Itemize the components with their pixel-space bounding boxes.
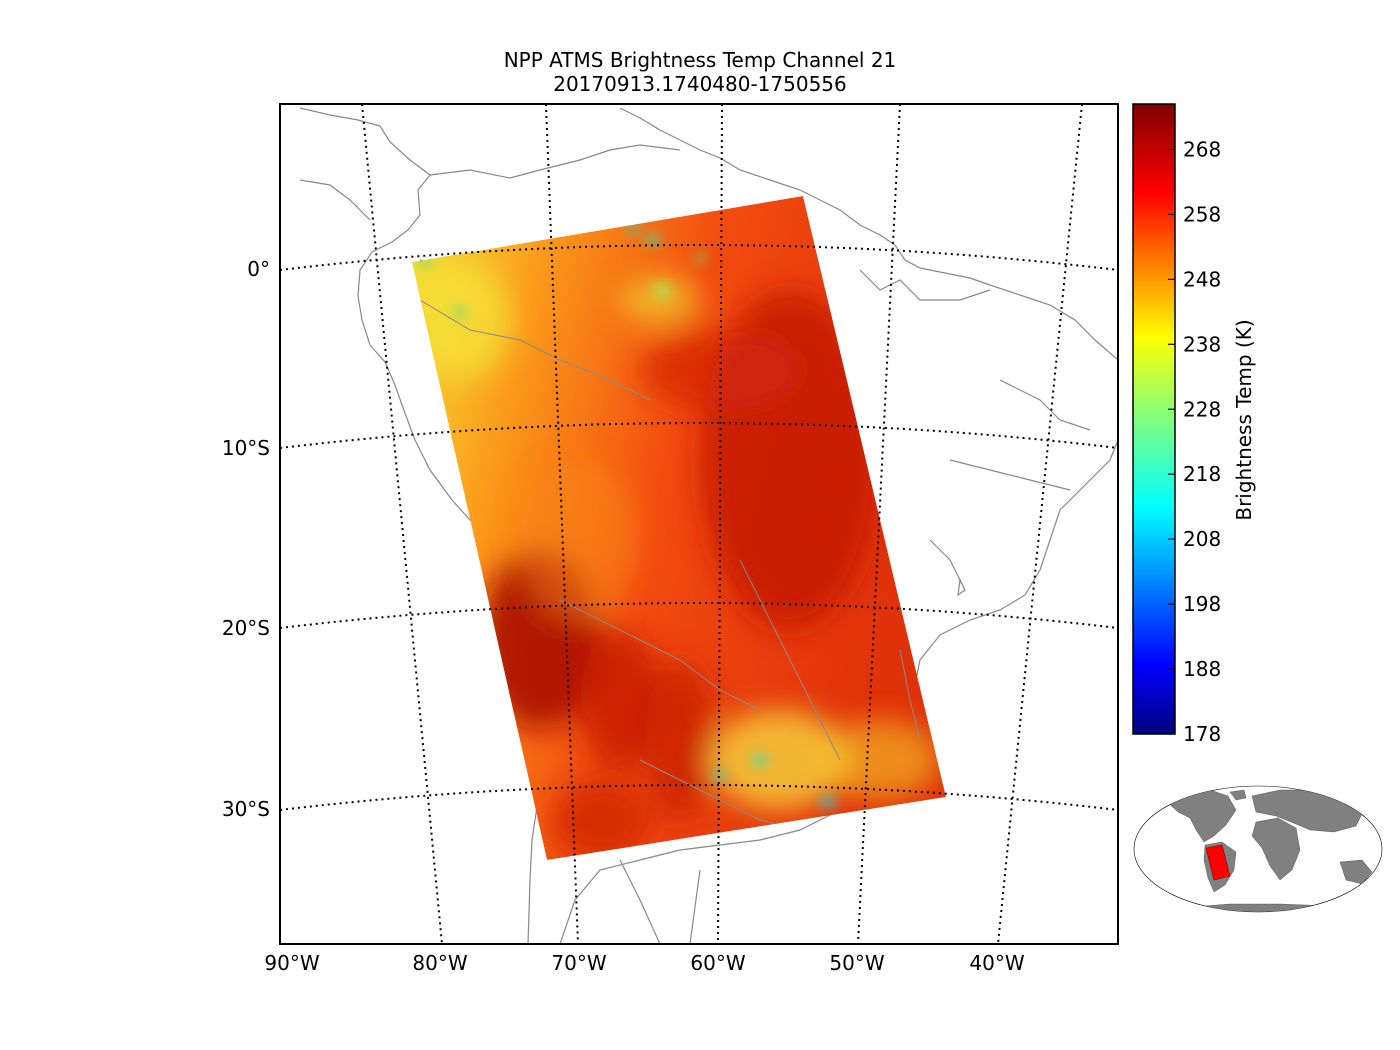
inset-swath-highlight [1205,844,1231,881]
lon-label-90w: 90°W [264,951,319,975]
colorbar-tick-label: 258 [1183,202,1221,226]
colorbar-tick-label: 208 [1183,527,1221,551]
lon-label-50w: 50°W [829,951,884,975]
plot-frame [279,103,1119,945]
brightness-swath [412,196,946,860]
lon-label-70w: 70°W [551,951,606,975]
figure-subtitle: 20170913.1740480-1750556 [553,72,847,96]
map-panel [280,104,1118,944]
lat-label-10s: 10°S [222,436,270,460]
figure-title: NPP ATMS Brightness Temp Channel 21 [503,48,897,72]
colorbar-tick-label: 238 [1183,332,1221,356]
colorbar: 268 258 248 238 228 218 208 198 188 178 Brightnes… [1132,103,1256,746]
colorbar-label: Brightness Temp (K) [1232,319,1256,520]
colorbar-tick-label: 228 [1183,397,1221,421]
colorbar-gradient [1132,103,1176,735]
graticule [280,104,1118,944]
lon-label-80w: 80°W [412,951,467,975]
colorbar-tick-label: 248 [1183,267,1221,291]
coastlines-overlay [419,299,921,831]
colorbar-tick-label: 268 [1183,137,1221,161]
colorbar-tick-label: 178 [1183,722,1221,746]
lon-label-40w: 40°W [969,951,1024,975]
inset-land [1164,789,1373,912]
latitude-labels: 0° 10°S 20°S 30°S [222,257,270,821]
longitude-labels: 90°W 80°W 70°W 60°W 50°W 40°W [264,951,1024,975]
colorbar-tick-label: 218 [1183,462,1221,486]
lat-label-30s: 30°S [222,797,270,821]
colorbar-ticks: 268 258 248 238 228 218 208 198 188 178 [1168,137,1221,746]
lat-label-0: 0° [247,257,270,281]
inset-globe [1133,785,1383,913]
lon-label-60w: 60°W [690,951,745,975]
lat-label-20s: 20°S [222,616,270,640]
colorbar-tick-label: 198 [1183,592,1221,616]
colorbar-tick-label: 188 [1183,657,1221,681]
